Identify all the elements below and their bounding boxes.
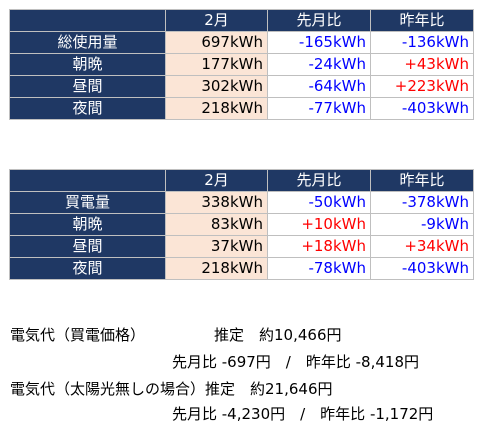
row-mom: -165kWh: [267, 31, 371, 54]
table-header-row: 2月 先月比 昨年比: [9, 9, 474, 32]
row-mom: -50kWh: [267, 191, 371, 214]
table-row: 総使用量 697kWh -165kWh -136kWh: [9, 31, 474, 54]
row-value: 218kWh: [165, 257, 268, 280]
table-row: 朝晩 83kWh +10kWh -9kWh: [9, 213, 474, 236]
row-label: 昼間: [9, 75, 166, 98]
table-row: 買電量 338kWh -50kWh -378kWh: [9, 191, 474, 214]
table-row: 昼間 37kWh +18kWh +34kWh: [9, 235, 474, 258]
header-corner: [9, 9, 166, 32]
purchase-cost-compare: 先月比 -697円 / 昨年比 -8,418円: [172, 353, 419, 371]
nosolar-cost-label: 電気代（太陽光無しの場合）推定 約21,646円: [10, 380, 333, 398]
row-label: 総使用量: [9, 31, 166, 54]
purchase-cost-label: 電気代（買電価格）: [10, 326, 146, 344]
row-label: 夜間: [9, 257, 166, 280]
row-label: 夜間: [9, 97, 166, 120]
row-value: 37kWh: [165, 235, 268, 258]
header-yoy: 昨年比: [370, 9, 474, 32]
purchase-table: 2月 先月比 昨年比 買電量 338kWh -50kWh -378kWh 朝晩 …: [9, 169, 474, 280]
row-yoy: +43kWh: [370, 53, 474, 76]
row-yoy: -403kWh: [370, 257, 474, 280]
row-value: 218kWh: [165, 97, 268, 120]
row-yoy: +34kWh: [370, 235, 474, 258]
row-value: 177kWh: [165, 53, 268, 76]
table-row: 夜間 218kWh -78kWh -403kWh: [9, 257, 474, 280]
row-yoy: -378kWh: [370, 191, 474, 214]
row-yoy: -403kWh: [370, 97, 474, 120]
row-label: 朝晩: [9, 53, 166, 76]
table-row: 昼間 302kWh -64kWh +223kWh: [9, 75, 474, 98]
row-label: 買電量: [9, 191, 166, 214]
row-label: 朝晩: [9, 213, 166, 236]
header-mom: 先月比: [267, 9, 371, 32]
row-value: 302kWh: [165, 75, 268, 98]
header-corner: [9, 169, 166, 192]
row-yoy: -136kWh: [370, 31, 474, 54]
row-value: 697kWh: [165, 31, 268, 54]
row-value: 83kWh: [165, 213, 268, 236]
header-month: 2月: [165, 169, 268, 192]
row-mom: -77kWh: [267, 97, 371, 120]
header-month: 2月: [165, 9, 268, 32]
row-yoy: +223kWh: [370, 75, 474, 98]
header-yoy: 昨年比: [370, 169, 474, 192]
table-header-row: 2月 先月比 昨年比: [9, 169, 474, 192]
nosolar-cost-compare: 先月比 -4,230円 / 昨年比 -1,172円: [172, 405, 434, 423]
usage-table: 2月 先月比 昨年比 総使用量 697kWh -165kWh -136kWh 朝…: [9, 9, 474, 120]
purchase-cost-estimate: 推定 約10,466円: [214, 326, 342, 344]
header-mom: 先月比: [267, 169, 371, 192]
table-row: 朝晩 177kWh -24kWh +43kWh: [9, 53, 474, 76]
row-mom: +10kWh: [267, 213, 371, 236]
row-mom: +18kWh: [267, 235, 371, 258]
row-yoy: -9kWh: [370, 213, 474, 236]
row-mom: -78kWh: [267, 257, 371, 280]
table-row: 夜間 218kWh -77kWh -403kWh: [9, 97, 474, 120]
row-value: 338kWh: [165, 191, 268, 214]
row-mom: -24kWh: [267, 53, 371, 76]
row-label: 昼間: [9, 235, 166, 258]
row-mom: -64kWh: [267, 75, 371, 98]
